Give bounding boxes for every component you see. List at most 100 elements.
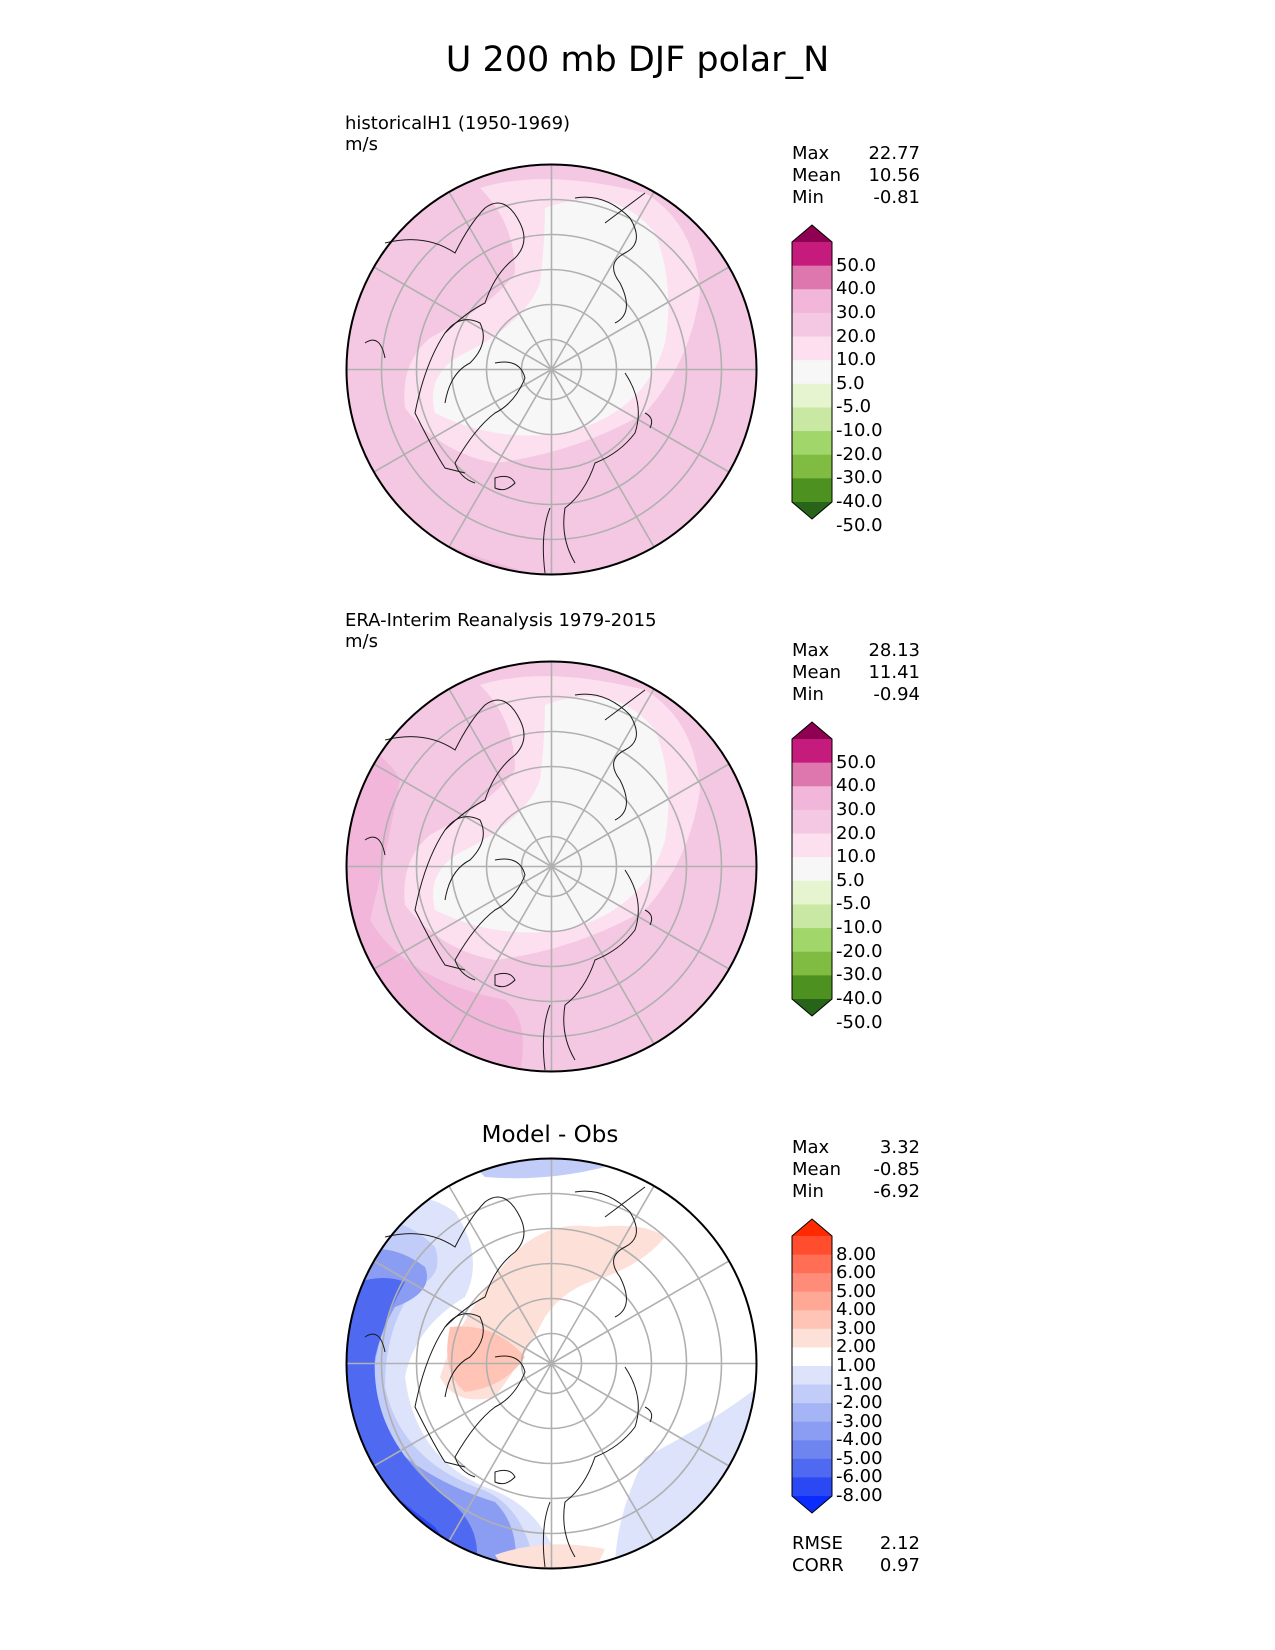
meridian-line [373, 1260, 552, 1365]
colorbar-tick-label: 30.0 [836, 798, 877, 820]
colorbar-tick-label: 8.00 [836, 1243, 877, 1265]
coastlines [364, 689, 653, 1071]
colorbar-outline [791, 721, 833, 1017]
colorbar-band [792, 786, 832, 811]
coastline [454, 858, 526, 981]
colorbar-band [792, 454, 832, 479]
colorbar-tick-label: -10.0 [836, 917, 883, 939]
colorbar-tick-label: -2.00 [836, 1392, 883, 1414]
figure-title: U 200 mb DJF polar_N [445, 40, 830, 80]
meridian-line [373, 763, 552, 868]
coastline [644, 412, 653, 429]
colorbar-band [792, 857, 832, 882]
colorbar-band [792, 1403, 832, 1423]
colorbar-band [792, 880, 832, 905]
colorbar-band [792, 1366, 832, 1386]
stats-box: Max 28.13 Mean 11.41 Min -0.94 [792, 640, 920, 706]
stats-box: Max 3.32 Mean -0.85 Min -6.92 [792, 1137, 920, 1203]
colorbar-band [792, 809, 832, 835]
stat-max: Max 3.32 [792, 1137, 920, 1158]
colorbar-band [792, 360, 832, 385]
meridian-line [448, 1363, 553, 1542]
meridian-line [551, 865, 730, 970]
colorbar-band [792, 1440, 832, 1460]
colorbar-tick-label: -20.0 [836, 443, 883, 465]
meridian-line [550, 369, 655, 548]
meridian-line [550, 1363, 655, 1542]
meridian-line [373, 1362, 552, 1467]
colorbar-outline [791, 224, 833, 520]
colorbar-tick-label: -5.00 [836, 1447, 883, 1469]
colorbar-band [792, 1384, 832, 1404]
colorbar-band [792, 289, 832, 314]
coastline [364, 339, 386, 359]
coastline [542, 1004, 551, 1071]
colorbar-tick-label: -30.0 [836, 964, 883, 986]
graticule [346, 1158, 757, 1569]
meridian-line [550, 866, 655, 1045]
map-boundary [345, 163, 758, 576]
colorbar-tick-label: 10.0 [836, 349, 877, 371]
colorbar-tick-label: 50.0 [836, 254, 877, 276]
stat-max: Max 22.77 [792, 143, 920, 164]
colorbar-band [792, 312, 832, 338]
meridian-line [551, 368, 730, 473]
stat-min: Min -0.94 [792, 684, 920, 705]
colorbar-tick-label: -5.0 [836, 893, 872, 915]
colorbar-band [792, 1236, 832, 1256]
stat-mean: Mean -0.85 [792, 1159, 920, 1180]
stats-box: Max 22.77 Mean 10.56 Min -0.81 [792, 143, 920, 209]
coastline [494, 1469, 516, 1485]
colorbar-band [792, 951, 832, 976]
coastlines [364, 1186, 653, 1568]
coastline [384, 202, 525, 474]
colorbar-band [792, 1477, 832, 1497]
colorbar-tick-label: -1.00 [836, 1373, 883, 1395]
colorbar-band [792, 1254, 832, 1274]
colorbar-tick-label: -6.00 [836, 1466, 883, 1488]
meridian-line [373, 865, 552, 970]
meridian-line [448, 1185, 553, 1364]
polar-map-diff [345, 1157, 758, 1570]
colorbar-band [792, 1347, 832, 1367]
colorbar-tick-label: 5.0 [836, 869, 865, 891]
colorbar-tick-label: -40.0 [836, 491, 883, 512]
panel-title: ERA-Interim Reanalysis 1979-2015 [345, 610, 657, 631]
colorbar-obs [791, 721, 833, 1017]
meridian-line [551, 1362, 730, 1467]
coastline [574, 693, 637, 821]
stat-min: Min -0.81 [792, 187, 920, 208]
polar-map-obs [345, 660, 758, 1073]
colorbar-band [792, 242, 832, 267]
meridian-line [550, 1185, 655, 1364]
coastlines [364, 192, 653, 574]
coastline [644, 909, 653, 926]
colorbar-band [792, 904, 832, 929]
colorbar-band [792, 739, 832, 764]
stat-mean: Mean 10.56 [792, 165, 920, 186]
colorbar-tick-label: 4.00 [836, 1299, 877, 1321]
meridian-line [448, 191, 553, 370]
colorbar-band [792, 1458, 832, 1478]
coastline [542, 507, 551, 574]
colorbar-tick-label: 30.0 [836, 301, 877, 323]
colorbar-band [792, 407, 832, 432]
coastline [494, 475, 516, 491]
colorbar-band [792, 975, 832, 1000]
colorbar-tick-label: 2.00 [836, 1336, 877, 1358]
colorbar-tick-label: 3.00 [836, 1317, 877, 1339]
colorbar-band [792, 928, 832, 953]
stat-max: Max 28.13 [792, 640, 920, 661]
coastline [384, 699, 525, 971]
colorbar-tick-label: -50.0 [836, 1011, 883, 1033]
meridian-line [551, 763, 730, 868]
coastline [454, 1355, 526, 1478]
meridian-line [373, 266, 552, 371]
panel-title: historicalH1 (1950-1969) [345, 113, 571, 134]
colorbar-extend-bottom [792, 502, 832, 519]
colorbar-tick-label: -4.00 [836, 1429, 883, 1451]
metric-rmse: RMSE 2.12 [792, 1533, 920, 1554]
colorbar-band [792, 336, 832, 361]
stat-mean: Mean 11.41 [792, 662, 920, 683]
coastline [494, 972, 516, 988]
